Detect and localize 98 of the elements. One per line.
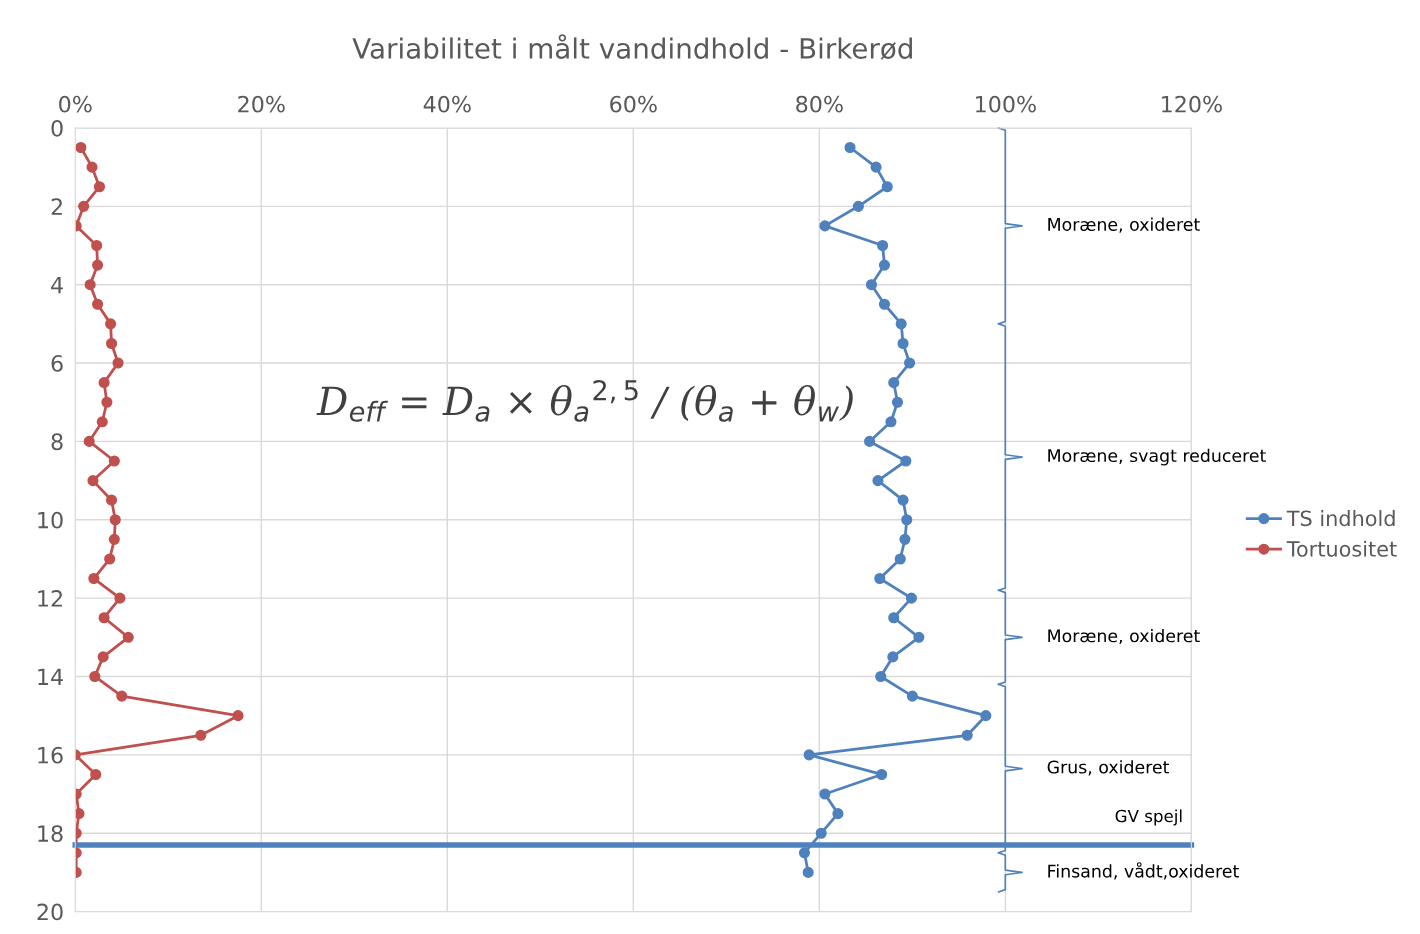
point <box>89 670 101 683</box>
point <box>875 670 887 683</box>
x-tick-label: 100% <box>976 95 1036 113</box>
point <box>961 729 973 741</box>
point <box>874 572 886 585</box>
point <box>101 396 113 408</box>
ref-line-label: GV spejl <box>1115 809 1182 826</box>
point <box>98 377 110 389</box>
point <box>832 808 844 820</box>
point <box>104 553 116 565</box>
chart-title: Variabilitet i målt vandindhold - Birkerød <box>352 34 912 60</box>
text: D$_{eff}$ = D$_{a}$ × θ$_{a}$$^{2,5}$ / (θ$_{a}$ + θ$_{w}$) <box>316 379 853 422</box>
point <box>870 161 882 173</box>
point <box>900 455 912 467</box>
y-tick-label: 12 <box>38 590 62 607</box>
annotation: Moræne, oxideret <box>1048 628 1200 645</box>
point <box>92 298 104 310</box>
point <box>90 768 102 781</box>
point <box>904 357 916 369</box>
y-tick-label: 18 <box>38 825 63 842</box>
point <box>109 514 121 526</box>
point <box>75 808 85 820</box>
annotation: Finsand, vådt,oxideret <box>1048 862 1239 880</box>
point <box>899 533 911 545</box>
point <box>112 357 124 369</box>
point <box>83 435 95 447</box>
point <box>888 612 900 624</box>
y-tick-label: 10 <box>38 511 63 529</box>
point <box>897 337 909 350</box>
point <box>878 298 891 310</box>
point <box>108 455 120 467</box>
point <box>877 239 889 252</box>
point <box>888 377 900 389</box>
point <box>876 768 888 781</box>
point <box>91 239 103 252</box>
point <box>815 827 827 839</box>
point <box>865 279 877 291</box>
point <box>86 161 98 173</box>
x-tick-label: 0% <box>59 95 92 113</box>
point <box>906 690 918 702</box>
point <box>885 416 897 428</box>
point <box>905 592 917 604</box>
annotation: Moræne, svagt reduceret <box>1048 448 1266 466</box>
point <box>819 788 831 800</box>
point <box>75 141 87 154</box>
x-tick-label: 60% <box>610 95 657 113</box>
y-tick-label: 4 <box>51 276 63 294</box>
x-tick-label: 40% <box>423 95 471 113</box>
point <box>93 181 105 193</box>
y-tick-label: 2 <box>51 198 62 215</box>
y-tick-label: 14 <box>38 668 63 685</box>
point <box>78 200 90 212</box>
point <box>105 318 117 330</box>
y-tick-label: 0 <box>51 119 63 137</box>
point <box>852 200 864 212</box>
point <box>96 416 108 428</box>
point <box>894 553 906 565</box>
point <box>116 690 128 702</box>
legend-label: TS indhold <box>1286 510 1395 527</box>
point <box>819 220 831 232</box>
y-tick-label: 8 <box>51 433 63 451</box>
point <box>887 651 899 663</box>
point <box>98 612 110 624</box>
x-tick-label: 20% <box>238 95 285 113</box>
point <box>897 494 909 506</box>
point <box>97 651 109 663</box>
point <box>108 533 120 545</box>
point <box>895 318 907 330</box>
point <box>864 435 876 447</box>
point <box>87 475 99 487</box>
point <box>802 866 814 878</box>
point <box>105 337 118 350</box>
x-tick-label: 120% <box>1162 95 1222 113</box>
point <box>891 396 904 408</box>
y-tick-label: 6 <box>51 355 63 372</box>
point <box>88 572 100 585</box>
legend-label: Tortuositet <box>1286 540 1397 557</box>
point <box>901 514 913 526</box>
point <box>84 279 96 291</box>
point <box>798 847 811 859</box>
point <box>844 141 856 154</box>
point <box>195 729 207 741</box>
y-tick-label: 20 <box>37 903 63 921</box>
point <box>105 494 118 506</box>
point <box>881 181 893 193</box>
point <box>980 710 992 722</box>
point <box>913 631 925 643</box>
point <box>114 592 126 604</box>
y-tick-label: 16 <box>38 746 63 764</box>
point <box>122 631 134 643</box>
annotation: Moræne, oxideret <box>1048 217 1200 233</box>
point <box>232 710 244 722</box>
point <box>92 259 104 271</box>
x-tick-label: 80% <box>796 95 843 113</box>
point <box>878 259 891 271</box>
annotation: Grus, oxideret <box>1047 760 1169 776</box>
point <box>872 475 884 487</box>
point <box>803 749 815 761</box>
